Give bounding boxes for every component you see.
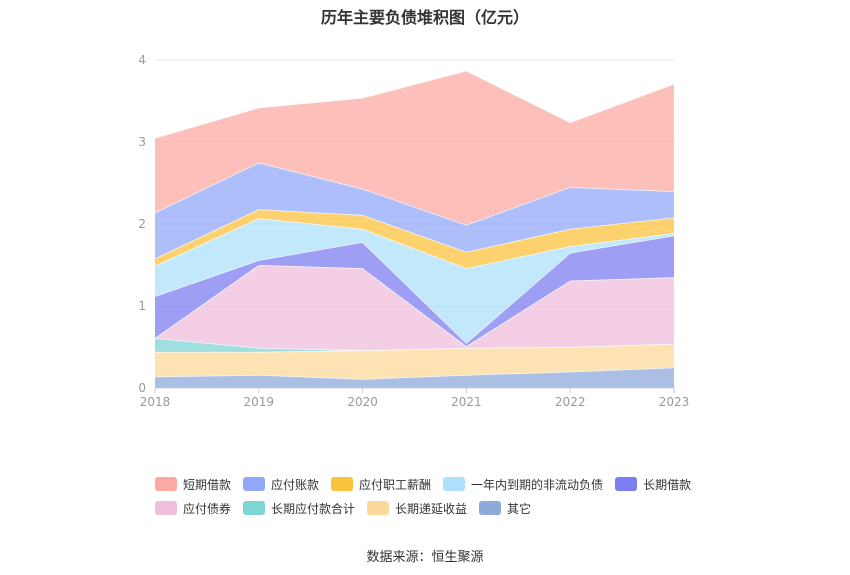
legend-label: 长期递延收益 <box>395 501 468 516</box>
legend-item[interactable]: 短期借款 <box>155 476 231 493</box>
legend-label: 应付债券 <box>183 501 232 516</box>
legend-label: 应付账款 <box>271 477 320 492</box>
area-series-edge <box>154 69 675 139</box>
area-series-长期应付款合计 <box>155 337 674 352</box>
y-tick-label: 2 <box>138 217 146 231</box>
chart-legend: 短期借款 应付账款 应付职工薪酬 一年内到期的非流动负债 长期借款应付债券 长期应付款合计… <box>155 472 715 520</box>
y-tick-label: 0 <box>138 381 146 395</box>
x-tick-label: 2021 <box>451 395 482 409</box>
x-tick-label: 2019 <box>244 395 275 409</box>
area-series-短期借款 <box>155 70 674 225</box>
legend-swatch <box>243 477 266 491</box>
x-tick-label: 2023 <box>659 395 690 409</box>
x-tick-label: 2020 <box>347 395 378 409</box>
legend-row: 短期借款 应付账款 应付职工薪酬 一年内到期的非流动负债 长期借款 <box>155 472 715 496</box>
chart-title: 历年主要负债堆积图（亿元） <box>320 8 529 27</box>
legend-item[interactable]: 应付债券 <box>155 500 231 517</box>
legend-item[interactable]: 应付职工薪酬 <box>331 476 431 493</box>
legend-label: 其它 <box>507 501 532 516</box>
area-series-edge <box>154 217 675 270</box>
x-tick-label: 2018 <box>140 395 171 409</box>
y-tick-label: 1 <box>138 299 146 313</box>
y-tick-label: 3 <box>138 135 146 149</box>
legend-item[interactable]: 应付账款 <box>243 476 319 493</box>
legend-swatch <box>155 477 177 491</box>
legend-label: 应付职工薪酬 <box>359 477 432 492</box>
area-series-edge <box>154 264 675 348</box>
legend-swatch <box>615 477 638 491</box>
x-tick-label: 2022 <box>555 395 586 409</box>
legend-item[interactable]: 长期借款 <box>615 476 691 493</box>
legend-item[interactable]: 其它 <box>479 500 531 517</box>
data-source-note: 数据来源：恒生聚源 <box>366 550 484 565</box>
axes: 0 1 2 3 4 2018 2019 2020 2021 2022 2023 <box>138 53 689 409</box>
legend-swatch <box>479 501 502 515</box>
area-series-一年内到期的非流动负债 <box>155 218 674 343</box>
area-series-长期递延收益 <box>155 343 674 379</box>
legend-label: 一年内到期的非流动负债 <box>471 477 604 492</box>
legend-swatch <box>155 501 177 515</box>
legend-item[interactable]: 长期应付款合计 <box>243 500 355 517</box>
legend-label: 短期借款 <box>183 477 232 492</box>
area-series-应付账款 <box>155 162 674 259</box>
y-tick-label: 4 <box>138 53 146 67</box>
area-series-应付职工薪酬 <box>155 209 674 269</box>
legend-label: 长期借款 <box>643 477 692 492</box>
legend-swatch <box>367 501 390 515</box>
legend-swatch <box>443 477 466 491</box>
legend-swatch <box>331 477 354 491</box>
legend-label: 长期应付款合计 <box>271 501 356 516</box>
legend-item[interactable]: 长期递延收益 <box>367 500 467 517</box>
legend-row: 应付债券 长期应付款合计 长期递延收益 其它 <box>155 496 715 520</box>
area-series <box>154 69 675 388</box>
area-series-edge <box>154 234 675 344</box>
stacked-area-chart: 0 1 2 3 4 2018 2019 2020 2021 2022 2023 <box>138 53 689 409</box>
legend-item[interactable]: 一年内到期的非流动负债 <box>443 476 603 493</box>
legend-swatch <box>243 501 266 515</box>
area-series-长期借款 <box>155 235 674 347</box>
